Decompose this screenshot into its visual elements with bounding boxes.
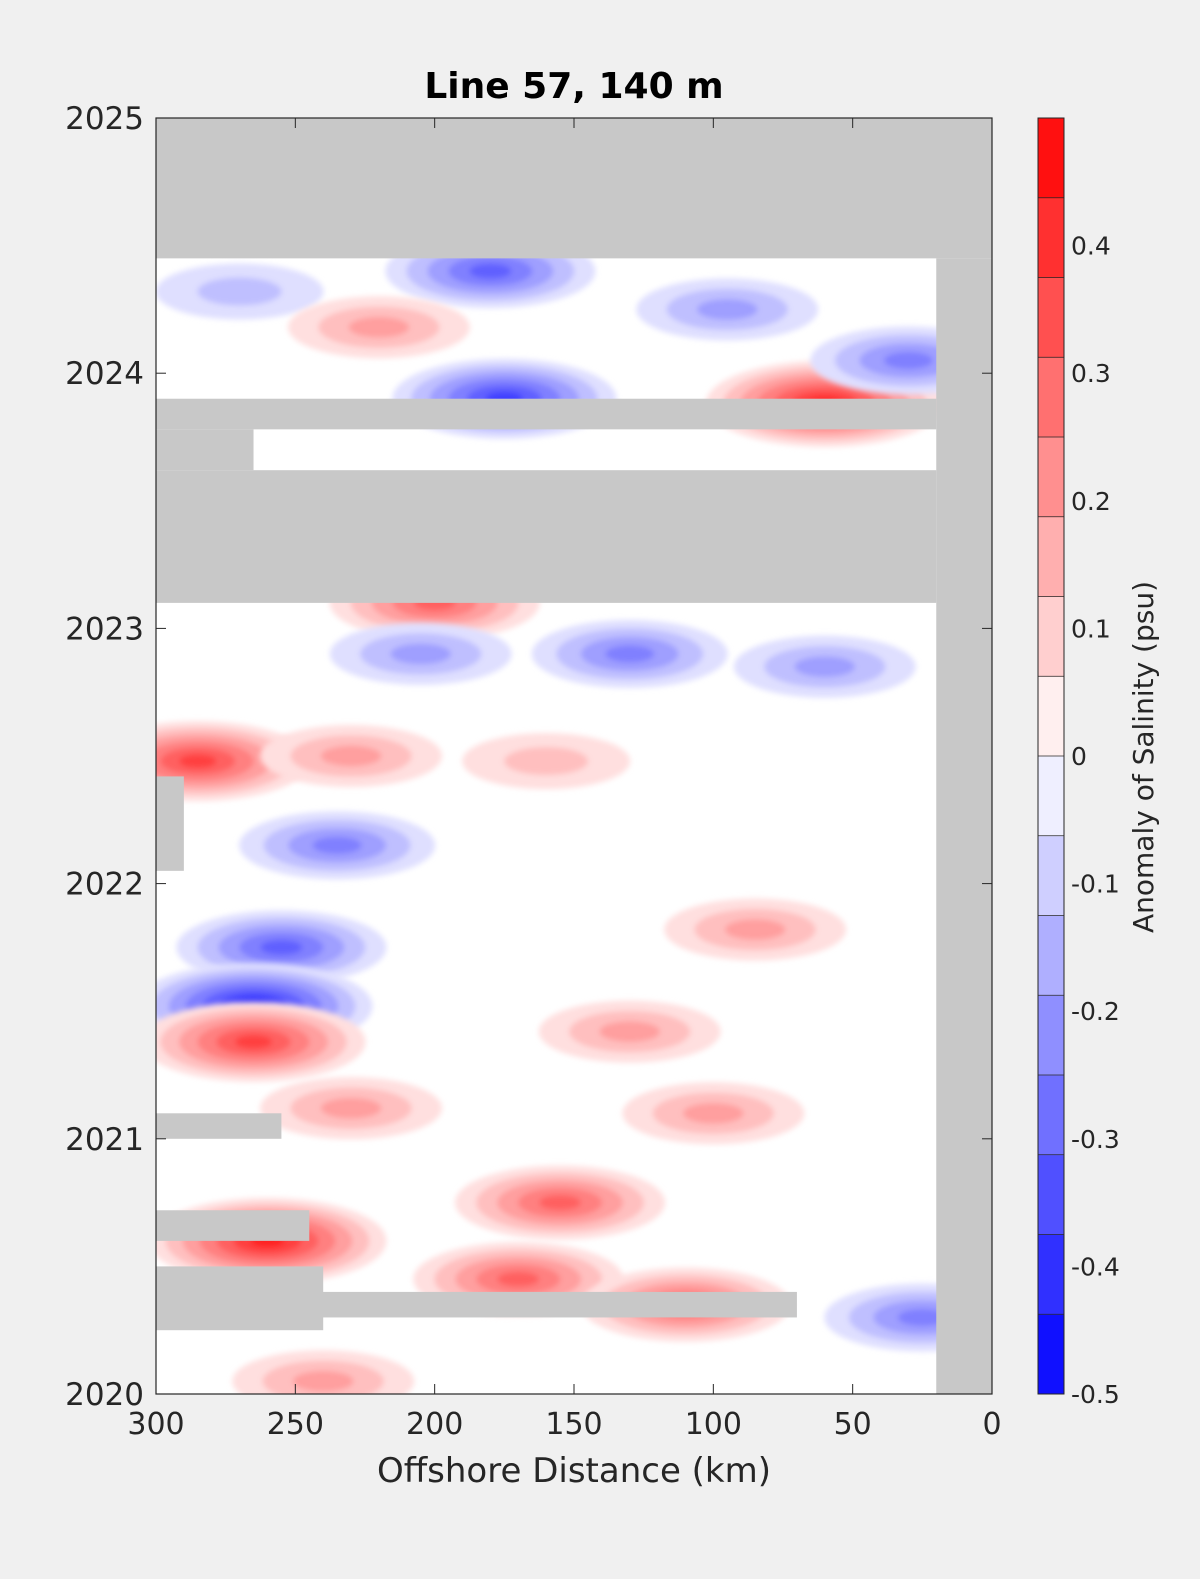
- anomaly-feature-11: [156, 721, 310, 802]
- chart-title: Line 57, 140 m: [424, 66, 723, 107]
- x-tick-label: 250: [267, 1407, 324, 1442]
- no-data-region-2: [156, 470, 937, 603]
- anomaly-feature-9: [329, 622, 512, 685]
- x-tick-label: 100: [685, 1407, 742, 1442]
- anomaly-feature-8: [531, 619, 728, 688]
- colorbar-segment: [1038, 1075, 1064, 1156]
- no-data-region-9: [156, 776, 184, 871]
- anomaly-feature-12: [260, 725, 443, 787]
- anomaly-band: [497, 1271, 540, 1287]
- anomaly-feature-4: [636, 278, 819, 341]
- colorbar-segment: [1038, 835, 1064, 916]
- colorbar-frame: [1037, 117, 1065, 1395]
- anomaly-band: [320, 745, 382, 767]
- colorbar-tick-label: -0.3: [1071, 1125, 1120, 1154]
- x-tick-label: 0: [982, 1407, 1001, 1442]
- no-data-region-6: [156, 1291, 797, 1318]
- anomaly-band: [179, 754, 217, 768]
- colorbar-segment: [1038, 1234, 1064, 1315]
- colorbar-segment: [1038, 756, 1064, 837]
- colorbar-segment: [1038, 437, 1064, 518]
- no-data-region-0: [156, 118, 992, 259]
- anomaly-band: [348, 316, 410, 338]
- anomaly-feature-13: [462, 733, 631, 790]
- anomaly-feature-5: [156, 263, 324, 320]
- colorbar-tick-label: -0.1: [1071, 870, 1120, 899]
- anomaly-feature-20: [260, 1077, 443, 1140]
- y-axis: 2020 2021 2022 2023 2024 2025: [65, 101, 992, 1413]
- y-tick-label: 2025: [65, 101, 144, 137]
- no-data-region-1: [936, 258, 992, 1394]
- x-tick-label: 50: [834, 1407, 872, 1442]
- colorbar-segment: [1038, 197, 1064, 278]
- colorbar-tick-label: 0.4: [1071, 232, 1111, 261]
- anomaly-feature-18: [156, 1001, 366, 1082]
- y-tick-label: 2023: [65, 611, 144, 647]
- anomaly-band: [683, 1102, 744, 1124]
- colorbar-segment: [1038, 118, 1064, 199]
- no-data-region-4: [156, 429, 254, 471]
- colorbar-segment: [1038, 1314, 1064, 1395]
- colorbar-segment: [1038, 1154, 1064, 1235]
- anomaly-band: [539, 1195, 582, 1210]
- x-axis-label: Offshore Distance (km): [377, 1451, 771, 1491]
- y-tick-label: 2021: [65, 1122, 144, 1158]
- x-tick-label: 300: [127, 1407, 184, 1442]
- anomaly-feature-14: [239, 811, 436, 880]
- y-tick-label: 2022: [65, 867, 144, 903]
- anomaly-feature-10: [733, 635, 916, 698]
- anomaly-band: [599, 1021, 661, 1042]
- no-data-region-8: [156, 1113, 282, 1139]
- colorbar-segment: [1038, 915, 1064, 996]
- x-tick-label: 200: [406, 1407, 463, 1442]
- colorbar-segment: [1038, 596, 1064, 677]
- anomaly-band: [320, 1097, 382, 1119]
- colorbar-tick-label: -0.5: [1071, 1380, 1120, 1409]
- colorbar-tick-label: 0: [1071, 742, 1087, 771]
- anomaly-band: [390, 643, 452, 665]
- colorbar-tick-label: 0.2: [1071, 487, 1111, 516]
- anomaly-band: [504, 747, 589, 776]
- anomaly-band: [696, 299, 758, 320]
- no-data-region-3: [156, 398, 937, 430]
- colorbar-tick-label: -0.4: [1071, 1252, 1120, 1281]
- no-data-mask: [156, 118, 992, 1394]
- anomaly-band: [605, 645, 655, 663]
- colorbar-label: Anomaly of Salinity (psu): [1127, 581, 1160, 933]
- x-tick-label: 150: [545, 1407, 602, 1442]
- anomaly-band: [883, 351, 933, 369]
- anomaly-band: [312, 836, 362, 854]
- anomaly-band: [724, 919, 786, 940]
- colorbar-segment: [1038, 357, 1064, 438]
- x-axis: 300 250 200 150 100 50 0: [127, 118, 1002, 1442]
- anomaly-band: [260, 940, 303, 955]
- y-tick-label: 2024: [65, 356, 144, 392]
- anomaly-band: [197, 277, 282, 306]
- y-tick-label: 2020: [65, 1377, 144, 1413]
- colorbar: -0.5 -0.4 -0.3 -0.2 -0.1 0 0.1 0.2 0.3 0.4: [1037, 117, 1120, 1409]
- anomaly-feature-15: [664, 898, 847, 961]
- anomaly-feature-21: [622, 1082, 805, 1145]
- no-data-region-7: [156, 1210, 310, 1241]
- anomaly-feature-19: [538, 1000, 721, 1063]
- anomaly-feature-22: [455, 1165, 666, 1240]
- colorbar-segment: [1038, 516, 1064, 597]
- anomaly-band: [234, 1035, 273, 1049]
- anomaly-band: [794, 656, 856, 678]
- anomaly-band: [897, 1308, 947, 1326]
- anomaly-band: [292, 1370, 354, 1392]
- colorbar-tick-label: 0.1: [1071, 614, 1111, 643]
- anomaly-feature-27: [232, 1350, 415, 1394]
- anomaly-feature-6: [287, 296, 470, 359]
- colorbar-segment: [1038, 676, 1064, 757]
- colorbar-segment: [1038, 277, 1064, 358]
- colorbar-tick-label: -0.2: [1071, 997, 1120, 1026]
- colorbar-tick-label: 0.3: [1071, 359, 1111, 388]
- anomaly-band: [469, 263, 512, 279]
- colorbar-segment: [1038, 995, 1064, 1076]
